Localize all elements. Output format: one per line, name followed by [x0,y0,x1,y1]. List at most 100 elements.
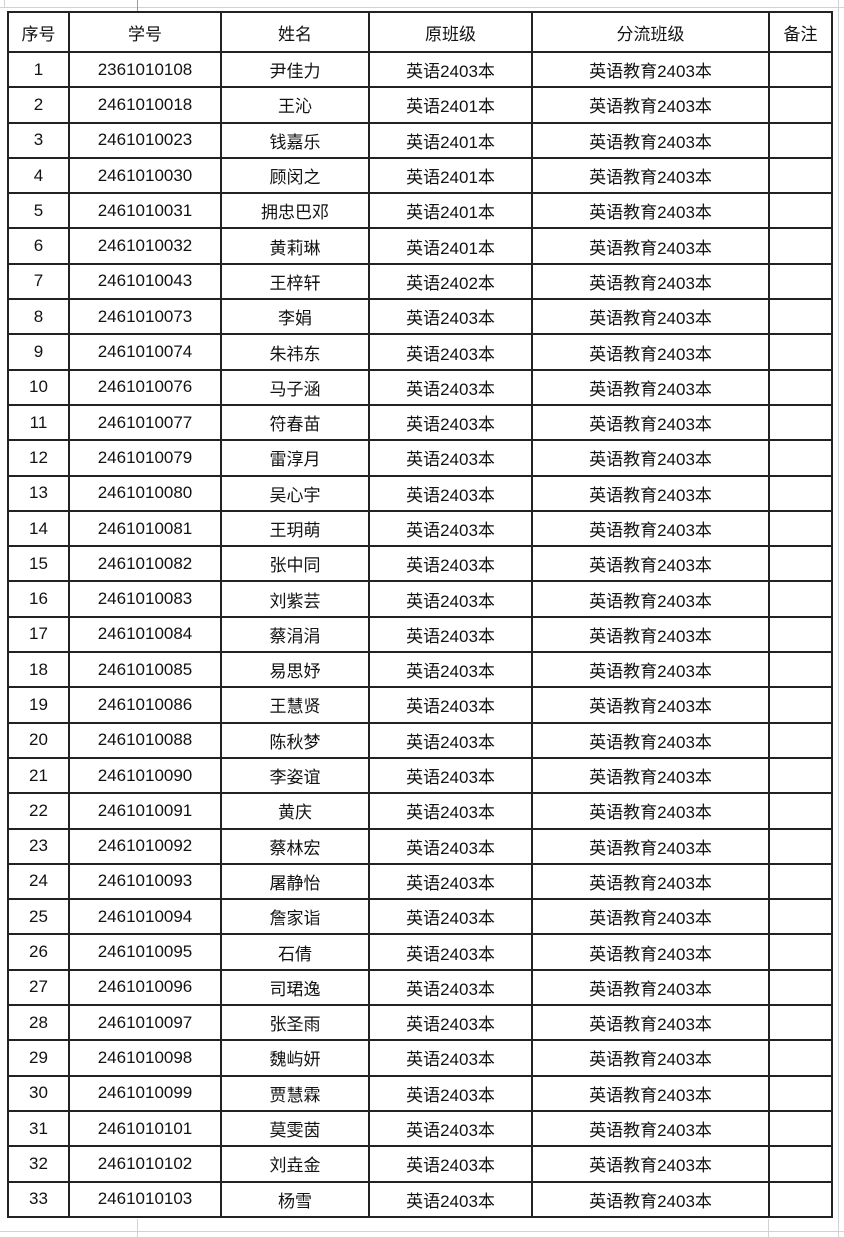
table-row: 17 2461010084 蔡涓涓 英语2403本 英语教育2403本 [7,615,833,654]
cell-note [768,86,833,124]
table-row: 14 2461010081 王玥萌 英语2403本 英语教育2403本 [7,509,833,548]
cell-serial: 8 [7,298,70,336]
table-row: 25 2461010094 詹家诣 英语2403本 英语教育2403本 [7,898,833,936]
cell-diverted_class: 英语教育2403本 [531,403,770,442]
cell-diverted_class: 英语教育2403本 [531,721,770,759]
cell-diverted_class: 英语教育2403本 [531,862,770,901]
table-row: 3 2461010023 钱嘉乐 英语2401本 英语教育2403本 [7,121,833,159]
cell-original_class: 英语2403本 [368,1074,533,1112]
table-row: 11 2461010077 符春苗 英语2403本 英语教育2403本 [7,403,833,442]
table-row: 6 2461010032 黄莉琳 英语2401本 英语教育2403本 [7,227,833,265]
cell-name: 李娟 [220,298,370,336]
cell-student_id: 2461010084 [68,615,222,654]
cell-name: 易思妤 [220,651,370,689]
cell-student_id: 2461010076 [68,368,222,406]
table-row: 26 2461010095 石倩 英语2403本 英语教育2403本 [7,933,833,971]
cell-original_class: 英语2403本 [368,933,533,971]
cell-original_class: 英语2403本 [368,968,533,1007]
cell-student_id: 2461010101 [68,1109,222,1148]
cell-student_id: 2461010018 [68,86,222,124]
cell-student_id: 2461010090 [68,756,222,795]
table-row: 1 2361010108 尹佳力 英语2403本 英语教育2403本 [7,50,833,89]
table-row: 7 2461010043 王梓轩 英语2402本 英语教育2403本 [7,262,833,301]
cell-note [768,1004,833,1042]
cell-serial: 1 [7,50,70,89]
table-row: 2 2461010018 王沁 英语2401本 英语教育2403本 [7,86,833,124]
cell-original_class: 英语2403本 [368,474,533,512]
cell-original_class: 英语2403本 [368,651,533,689]
cell-note [768,368,833,406]
table-body: 1 2361010108 尹佳力 英语2403本 英语教育2403本 2 246101001… [7,50,833,1218]
cell-serial: 7 [7,262,70,301]
table-row: 27 2461010096 司珺逸 英语2403本 英语教育2403本 [7,968,833,1007]
cell-diverted_class: 英语教育2403本 [531,686,770,724]
cell-serial: 33 [7,1180,70,1218]
cell-serial: 24 [7,862,70,901]
cell-original_class: 英语2403本 [368,1145,533,1183]
cell-note [768,686,833,724]
table-header: 序号 学号 姓名 原班级 分流班级 备注 [7,11,833,53]
cell-note [768,121,833,159]
cell-original_class: 英语2403本 [368,580,533,618]
cell-name: 张圣雨 [220,1004,370,1042]
table-row: 22 2461010091 黄庆 英语2403本 英语教育2403本 [7,792,833,830]
cell-note [768,1180,833,1218]
cell-student_id: 2461010023 [68,121,222,159]
cell-note [768,545,833,583]
cell-diverted_class: 英语教育2403本 [531,792,770,830]
cell-note [768,333,833,371]
cell-student_id: 2461010079 [68,439,222,477]
cell-note [768,792,833,830]
table-row: 19 2461010086 王慧贤 英语2403本 英语教育2403本 [7,686,833,724]
sheet-gridline-top [0,7,844,8]
cell-student_id: 2461010097 [68,1004,222,1042]
cell-name: 陈秋梦 [220,721,370,759]
cell-name: 莫雯茵 [220,1109,370,1148]
cell-name: 石倩 [220,933,370,971]
cell-name: 拥忠巴邓 [220,192,370,230]
cell-student_id: 2461010082 [68,545,222,583]
table-row: 30 2461010099 贾慧霖 英语2403本 英语教育2403本 [7,1074,833,1112]
cell-diverted_class: 英语教育2403本 [531,1039,770,1077]
cell-student_id: 2461010095 [68,933,222,971]
cell-diverted_class: 英语教育2403本 [531,298,770,336]
cell-note [768,721,833,759]
cell-diverted_class: 英语教育2403本 [531,1109,770,1148]
cell-original_class: 英语2403本 [368,615,533,654]
cell-name: 马子涵 [220,368,370,406]
cell-serial: 17 [7,615,70,654]
cell-original_class: 英语2403本 [368,333,533,371]
table-row: 21 2461010090 李姿谊 英语2403本 英语教育2403本 [7,756,833,795]
column-header-diverted_class: 分流班级 [531,11,770,53]
cell-original_class: 英语2401本 [368,86,533,124]
cell-serial: 31 [7,1109,70,1148]
cell-original_class: 英语2401本 [368,192,533,230]
cell-diverted_class: 英语教育2403本 [531,262,770,301]
cell-student_id: 2461010083 [68,580,222,618]
table-row: 10 2461010076 马子涵 英语2403本 英语教育2403本 [7,368,833,406]
cell-name: 朱祎东 [220,333,370,371]
column-header-serial: 序号 [7,11,70,53]
cell-student_id: 2461010096 [68,968,222,1007]
cell-name: 钱嘉乐 [220,121,370,159]
cell-diverted_class: 英语教育2403本 [531,545,770,583]
cell-diverted_class: 英语教育2403本 [531,898,770,936]
cell-serial: 18 [7,651,70,689]
cell-serial: 28 [7,1004,70,1042]
cell-name: 贾慧霖 [220,1074,370,1112]
cell-serial: 11 [7,403,70,442]
cell-original_class: 英语2403本 [368,827,533,865]
cell-original_class: 英语2403本 [368,1039,533,1077]
cell-original_class: 英语2401本 [368,156,533,195]
cell-original_class: 英语2403本 [368,1004,533,1042]
cell-serial: 2 [7,86,70,124]
cell-diverted_class: 英语教育2403本 [531,439,770,477]
cell-diverted_class: 英语教育2403本 [531,933,770,971]
table-row: 16 2461010083 刘紫芸 英语2403本 英语教育2403本 [7,580,833,618]
cell-note [768,898,833,936]
sheet-gridline-left-stub [4,0,5,7]
cell-student_id: 2461010088 [68,721,222,759]
cell-diverted_class: 英语教育2403本 [531,121,770,159]
sheet-gridline-bottom-column-a [137,1219,138,1237]
cell-student_id: 2461010091 [68,792,222,830]
